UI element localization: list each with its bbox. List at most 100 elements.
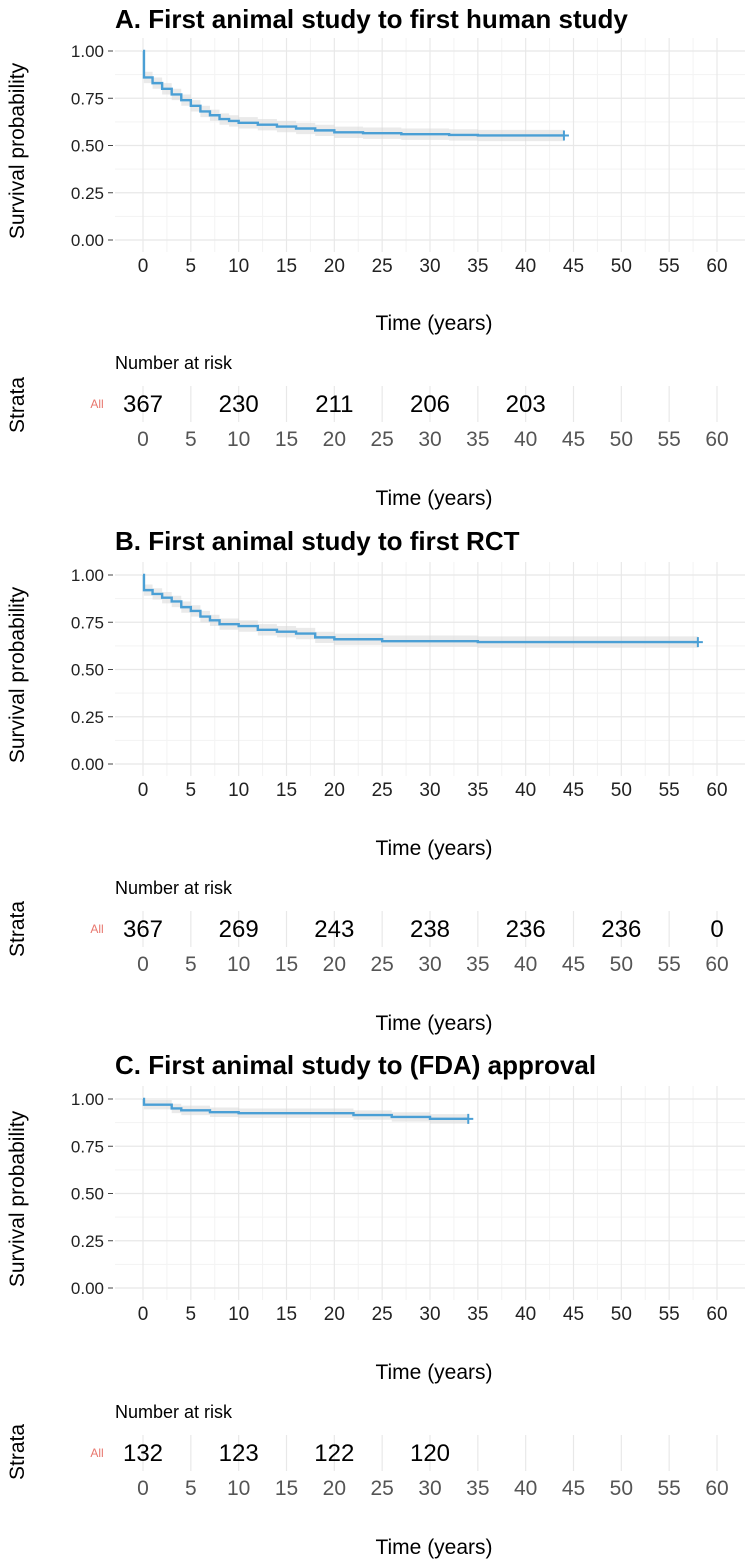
strata-label: Strata [6, 377, 29, 433]
y-tick-label: 0.25 [71, 1232, 104, 1251]
panel-c: C. First animal study to (FDA) approval 0… [6, 1050, 745, 1559]
survival-curve-all [142, 1097, 469, 1121]
censor-mark [463, 1113, 474, 1124]
risk-count: 238 [410, 916, 450, 943]
y-axis-label: Survival probability [6, 586, 29, 763]
x-tick-label: 25 [372, 1304, 393, 1325]
x-tick-label: 15 [276, 1304, 297, 1325]
risk-count: 132 [123, 1440, 163, 1467]
x-tick-label: 10 [228, 1304, 249, 1325]
survival-curve-all [142, 49, 564, 137]
risk-x-tick-label: 60 [705, 1477, 728, 1500]
risk-x-tick-label: 55 [657, 1477, 680, 1500]
y-tick-label: 0.50 [71, 661, 104, 680]
risk-x-tick-label: 30 [418, 428, 441, 451]
panel-title: C. First animal study to (FDA) approval [115, 1050, 596, 1080]
x-tick-label: 25 [372, 256, 393, 277]
risk-x-tick-label: 55 [657, 428, 680, 451]
x-tick-label: 0 [138, 1304, 149, 1325]
risk-x-tick-label: 10 [227, 428, 250, 451]
confidence-band [143, 575, 698, 648]
grid [115, 562, 745, 776]
x-tick-label: 55 [659, 1304, 680, 1325]
risk-count: 236 [601, 916, 641, 943]
risk-x-tick-label: 35 [466, 428, 489, 451]
x-tick-label: 5 [186, 1304, 197, 1325]
x-tick-label: 30 [419, 1304, 440, 1325]
grid [115, 38, 745, 252]
risk-x-tick-label: 50 [610, 1477, 633, 1500]
risk-x-tick-label: 35 [466, 953, 489, 976]
risk-x-tick-label: 5 [185, 428, 197, 451]
x-tick-label: 35 [467, 256, 488, 277]
risk-x-axis-label: Time (years) [375, 1012, 492, 1035]
x-tick-label: 0 [138, 256, 149, 277]
x-tick-label: 45 [563, 1304, 584, 1325]
risk-count: 123 [219, 1440, 259, 1467]
y-tick-label: 0.50 [71, 137, 104, 156]
y-tick-label: 0.50 [71, 1185, 104, 1204]
censor-mark [692, 637, 703, 648]
y-tick-label: 0.00 [71, 231, 104, 250]
x-tick-label: 35 [467, 1304, 488, 1325]
risk-x-tick-label: 5 [185, 1477, 197, 1500]
x-tick-label: 40 [515, 1304, 536, 1325]
risk-x-tick-label: 40 [514, 428, 537, 451]
risk-count: 236 [506, 916, 546, 943]
risk-x-tick-label: 0 [137, 953, 149, 976]
survival-curve-all [142, 573, 698, 644]
risk-x-tick-label: 20 [323, 1477, 346, 1500]
confidence-band [143, 51, 564, 142]
y-tick-label: 0.25 [71, 184, 104, 203]
y-tick-label: 1.00 [71, 42, 104, 61]
risk-x-tick-label: 45 [562, 953, 585, 976]
risk-x-tick-label: 25 [370, 1477, 393, 1500]
x-tick-label: 40 [515, 256, 536, 277]
risk-count: 230 [219, 391, 259, 418]
risk-x-tick-label: 55 [657, 953, 680, 976]
x-tick-label: 50 [611, 256, 632, 277]
risk-count: 120 [410, 1440, 450, 1467]
risk-x-tick-label: 40 [514, 1477, 537, 1500]
risk-x-tick-label: 25 [370, 428, 393, 451]
risk-x-axis-label: Time (years) [375, 1536, 492, 1559]
risk-count: 211 [315, 391, 353, 418]
x-tick-label: 30 [419, 256, 440, 277]
risk-table: Number at risk 132 123 122 120 All Strata 0 5 10 1… [6, 1402, 729, 1559]
y-tick-label: 0.75 [71, 1137, 104, 1156]
y-tick-label: 1.00 [71, 1090, 104, 1109]
risk-count: 367 [123, 391, 163, 418]
risk-count: 367 [123, 916, 163, 943]
x-tick-label: 25 [372, 780, 393, 801]
risk-count: 243 [314, 916, 354, 943]
confidence-band [143, 1099, 469, 1124]
y-tick-label: 1.00 [71, 566, 104, 585]
y-tick-label: 0.75 [71, 89, 104, 108]
x-tick-label: 10 [228, 780, 249, 801]
x-tick-label: 60 [706, 1304, 727, 1325]
x-tick-label: 35 [467, 780, 488, 801]
panel-a: A. First animal study to first human stu… [6, 4, 745, 510]
x-tick-label: 45 [563, 256, 584, 277]
risk-table-heading: Number at risk [115, 353, 233, 373]
risk-x-tick-label: 45 [562, 428, 585, 451]
risk-x-tick-label: 5 [185, 953, 197, 976]
risk-x-tick-label: 60 [705, 428, 728, 451]
risk-x-tick-label: 30 [418, 953, 441, 976]
risk-x-axis-label: Time (years) [375, 487, 492, 510]
x-tick-label: 40 [515, 780, 536, 801]
risk-table-heading: Number at risk [115, 1402, 233, 1422]
risk-x-tick-label: 50 [610, 953, 633, 976]
x-axis-label: Time (years) [375, 837, 492, 860]
risk-x-tick-label: 30 [418, 1477, 441, 1500]
strata-group-label: All [90, 397, 103, 411]
risk-count: 0 [710, 916, 723, 943]
x-tick-label: 30 [419, 780, 440, 801]
y-axis-label: Survival probability [6, 62, 29, 239]
strata-label: Strata [6, 1424, 29, 1480]
strata-group-label: All [90, 922, 103, 936]
strata-group-label: All [90, 1446, 103, 1460]
risk-count: 206 [410, 391, 450, 418]
x-tick-label: 60 [706, 780, 727, 801]
risk-x-tick-label: 20 [323, 428, 346, 451]
